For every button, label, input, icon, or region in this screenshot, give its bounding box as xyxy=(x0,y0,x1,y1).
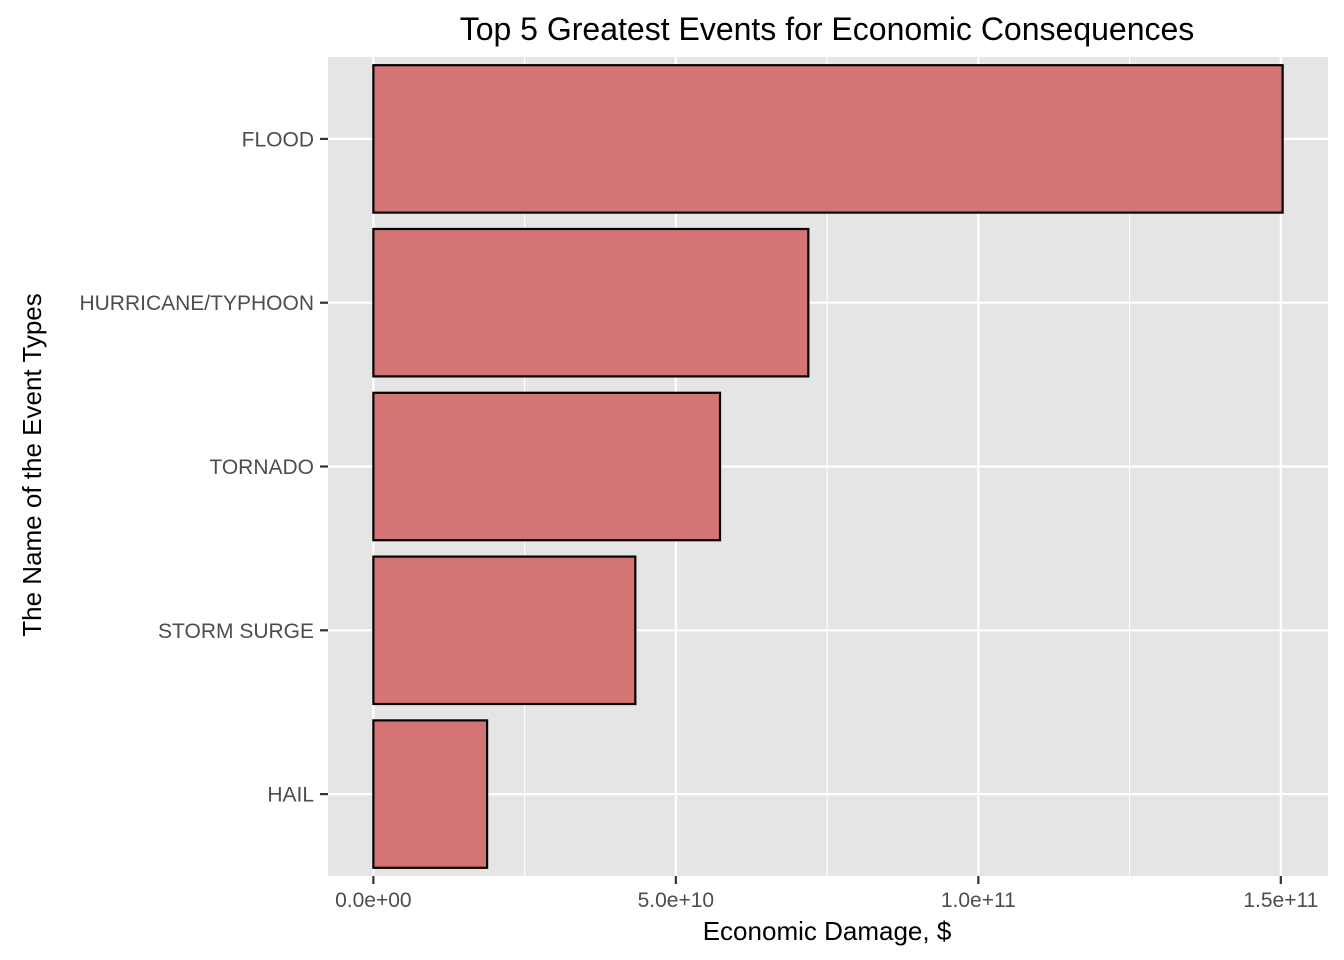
x-tick-label: 1.0e+11 xyxy=(941,889,1016,912)
bar-flood xyxy=(372,64,1284,214)
y-axis: FLOOD HURRICANE/TYPHOON TORNADO STORM SURGE… xyxy=(79,128,328,807)
y-axis-title: The Name of the Event Types xyxy=(17,293,47,636)
bar-hail xyxy=(372,719,489,869)
x-tick-label: 5.0e+10 xyxy=(638,889,715,912)
bar-tornado xyxy=(372,391,722,542)
x-tick-label: 0.0e+00 xyxy=(335,889,412,912)
y-tick-label: FLOOD xyxy=(242,128,314,151)
bar-hurricane-typhoon xyxy=(372,227,810,378)
bars xyxy=(372,64,1284,869)
y-tick-label: HAIL xyxy=(267,784,314,807)
x-axis: 0.0e+00 5.0e+10 1.0e+11 1.5e+11 xyxy=(335,876,1318,912)
chart-title: Top 5 Greatest Events for Economic Conse… xyxy=(460,11,1195,47)
x-axis-title: Economic Damage, $ xyxy=(703,916,952,946)
y-tick-label: STORM SURGE xyxy=(158,620,314,643)
x-tick-label: 1.5e+11 xyxy=(1243,889,1318,912)
bar-storm-surge xyxy=(372,555,637,706)
y-tick-label: TORNADO xyxy=(209,456,314,479)
y-tick-label: HURRICANE/TYPHOON xyxy=(79,292,314,315)
